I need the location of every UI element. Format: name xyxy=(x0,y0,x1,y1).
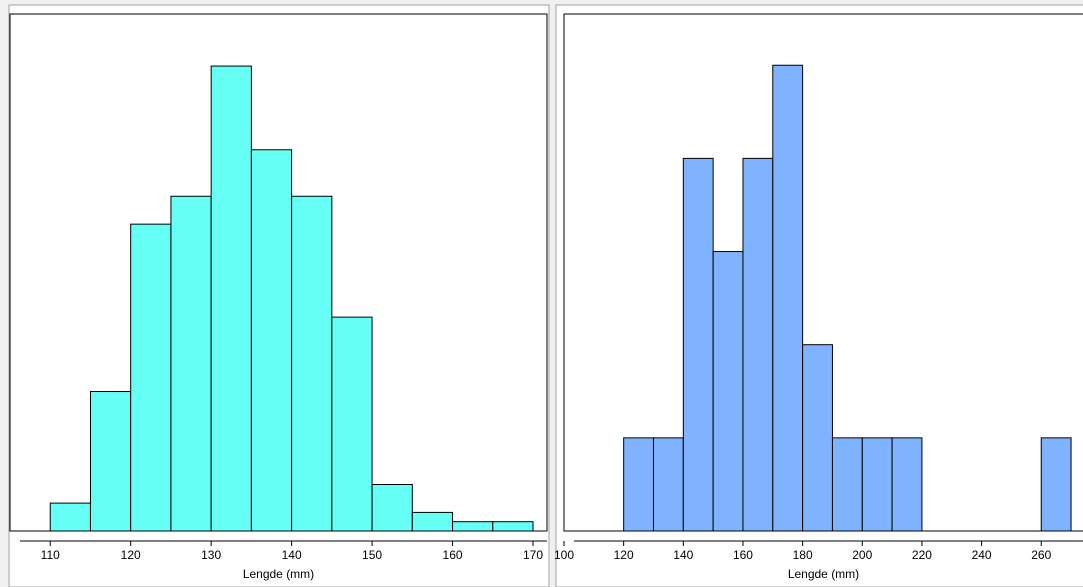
bar xyxy=(802,344,833,532)
bar xyxy=(682,157,714,532)
bar xyxy=(831,437,863,532)
bar xyxy=(652,437,684,532)
bar xyxy=(742,157,774,532)
bar xyxy=(712,251,744,532)
bar xyxy=(331,316,373,532)
x-tick-label: 110 xyxy=(41,548,60,562)
bar xyxy=(291,195,333,532)
x-tick-label: 130 xyxy=(201,548,221,562)
bar xyxy=(772,64,804,532)
bar xyxy=(371,484,413,532)
x-tick-label: 150 xyxy=(362,548,382,562)
x-tick-label: 140 xyxy=(282,548,302,562)
x-tick-label: 170 xyxy=(523,548,543,562)
x-tick-label: 140 xyxy=(673,548,693,562)
bar xyxy=(891,437,923,532)
x-tick-label: 180 xyxy=(793,548,813,562)
x-tick-label: 200 xyxy=(852,548,872,562)
bar xyxy=(452,521,494,532)
x-tick-label: 160 xyxy=(443,548,463,562)
x-tick-label: 260 xyxy=(1031,548,1051,562)
bar xyxy=(1040,437,1072,532)
bar xyxy=(623,437,654,532)
bar xyxy=(861,437,893,532)
bar xyxy=(250,149,293,532)
x-tick-label: 220 xyxy=(912,548,932,562)
bar xyxy=(89,391,132,532)
x-axis-label: Lengde (mm) xyxy=(243,567,314,581)
x-tick-label: 120 xyxy=(614,548,634,562)
bar xyxy=(130,223,172,532)
x-tick-label: 160 xyxy=(733,548,753,562)
bar xyxy=(411,511,454,532)
bar xyxy=(492,521,534,532)
bar xyxy=(210,65,252,532)
bar xyxy=(170,195,212,532)
x-tick-label: 100 xyxy=(554,548,574,562)
x-tick-label: 120 xyxy=(121,548,141,562)
x-axis-label: Lengde (mm) xyxy=(788,567,859,581)
x-tick-label: 240 xyxy=(972,548,992,562)
bar xyxy=(49,502,91,532)
